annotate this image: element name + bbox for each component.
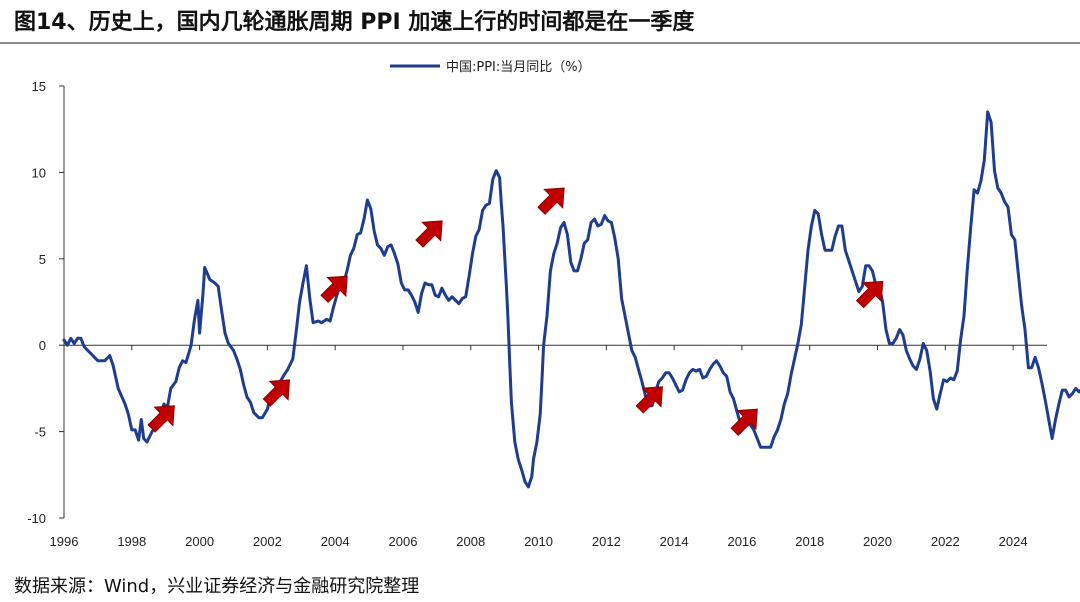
y-tick-label: -10 — [27, 511, 46, 526]
x-tick-label: 2022 — [931, 534, 960, 549]
x-tick-label: 1996 — [50, 534, 79, 549]
x-tick-label: 2000 — [185, 534, 214, 549]
red-up-arrow-icon — [635, 386, 663, 414]
x-tick-label: 2002 — [253, 534, 282, 549]
x-tick-label: 2006 — [389, 534, 418, 549]
title-divider — [0, 42, 1080, 44]
red-up-arrow-icon — [262, 379, 291, 407]
y-tick-label: 0 — [39, 338, 46, 353]
x-tick-label: 2010 — [524, 534, 553, 549]
source-note: 数据来源：Wind，兴业证券经济与金融研究院整理 — [14, 576, 420, 597]
x-tick-label: 2018 — [795, 534, 824, 549]
x-tick-label: 2016 — [727, 534, 756, 549]
ppi-series-line — [62, 110, 1080, 489]
x-tick-label: 2014 — [660, 534, 689, 549]
x-tick-label: 2020 — [863, 534, 892, 549]
chart-axes: -10 -5 0 5 10 15 1996 1998 2000 2002 2004 2006 2008 2… — [27, 79, 1047, 549]
page-title: 图14、历史上，国内几轮通胀周期 PPI 加速上行的时间都是在一季度 — [14, 10, 695, 35]
x-tick-label: 2024 — [999, 534, 1028, 549]
x-tick-label: 2008 — [456, 534, 485, 549]
y-tick-label: -5 — [34, 425, 46, 440]
y-tick-label: 15 — [32, 79, 46, 94]
ppi-line-chart: 中国:PPI:当月同比（%） -10 -5 0 5 10 15 1996 1998 2000 20… — [27, 60, 1080, 549]
series-layer — [62, 110, 1080, 489]
red-up-arrow-icon — [415, 220, 443, 248]
red-up-arrow-icon — [537, 187, 565, 215]
red-up-arrow-icon — [320, 275, 348, 304]
chart-legend: 中国:PPI:当月同比（%） — [390, 60, 591, 75]
x-tick-label: 1998 — [117, 534, 146, 549]
y-tick-label: 10 — [32, 165, 46, 180]
x-tick-label: 2012 — [592, 534, 621, 549]
red-up-arrow-icon — [147, 405, 175, 433]
red-up-arrow-icon — [730, 408, 758, 437]
x-tick-label: 2004 — [321, 534, 350, 549]
y-tick-label: 5 — [39, 252, 46, 267]
red-up-arrow-icon — [855, 280, 884, 309]
annotation-layer — [147, 187, 884, 437]
legend-label: 中国:PPI:当月同比（%） — [446, 60, 591, 75]
